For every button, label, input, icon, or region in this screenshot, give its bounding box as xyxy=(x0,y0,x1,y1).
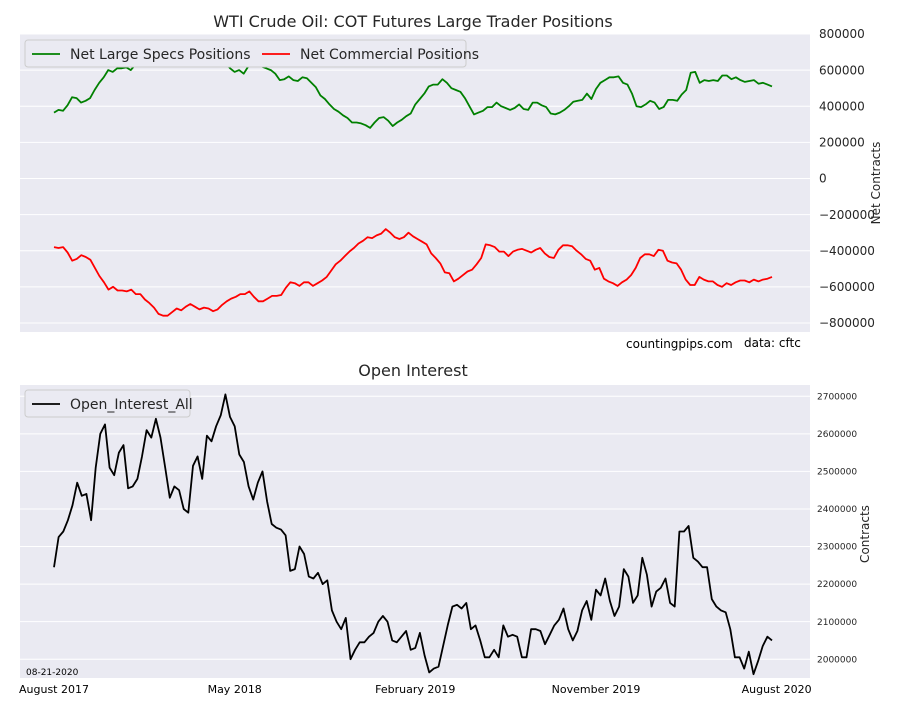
open-interest-y-tick-label: 2100000 xyxy=(817,618,857,628)
open-interest-legend-box xyxy=(24,389,191,418)
open-interest-plot-area xyxy=(20,385,810,678)
x-axis-date-label: November 2019 xyxy=(552,683,641,696)
open-interest-legend: Open_Interest_All xyxy=(24,389,193,418)
positions-y-tick-label: 800000 xyxy=(819,27,865,41)
open-interest-y-axis: 2000000 2100000 2200000 2300000 2400000 25000… xyxy=(817,392,857,665)
positions-series-line-1 xyxy=(53,228,773,317)
open-interest-y-axis-label: Contracts xyxy=(858,505,872,563)
open-interest-y-tick-label: 2200000 xyxy=(817,580,857,590)
data-source-annotation: data: cftc xyxy=(744,336,801,350)
positions-y-tick-label: 400000 xyxy=(819,99,865,113)
source-site-annotation: countingpips.com xyxy=(626,337,733,351)
x-axis-date-label: August 2017 xyxy=(19,683,89,696)
positions-plot-area xyxy=(20,34,810,332)
open-interest-y-tick-label: 2000000 xyxy=(817,655,857,665)
positions-y-tick-label: −200000 xyxy=(819,208,875,222)
open-interest-panel: Open Interest 2000000 2100000 2200000 23000… xyxy=(19,361,872,696)
open-interest-y-tick-label: 2600000 xyxy=(817,430,857,440)
x-axis-date-label: February 2019 xyxy=(375,683,455,696)
x-axis-date-label: August 2020 xyxy=(742,683,812,696)
legend-label-commercial: Net Commercial Positions xyxy=(300,47,479,63)
positions-y-tick-label: −800000 xyxy=(819,316,875,330)
positions-panel: WTI Crude Oil: COT Futures Large Trader … xyxy=(20,12,883,351)
positions-y-axis: 800000 600000 400000 200000 0 −200000 −400000 −… xyxy=(819,27,875,330)
x-axis-date-label: May 2018 xyxy=(208,683,262,696)
open-interest-y-tick-label: 2300000 xyxy=(817,543,857,553)
legend-label-open-interest: Open_Interest_All xyxy=(70,397,193,413)
open-interest-y-tick-label: 2400000 xyxy=(817,505,857,515)
positions-y-tick-label: 200000 xyxy=(819,136,865,150)
open-interest-series-line-0 xyxy=(53,393,773,676)
positions-y-tick-label: 0 xyxy=(819,172,827,186)
positions-y-tick-label: −400000 xyxy=(819,244,875,258)
legend-label-large-specs: Net Large Specs Positions xyxy=(70,47,251,63)
open-interest-y-tick-label: 2700000 xyxy=(817,392,857,402)
positions-y-tick-label: 600000 xyxy=(819,63,865,77)
positions-y-tick-label: −600000 xyxy=(819,280,875,294)
open-interest-y-tick-label: 2500000 xyxy=(817,468,857,478)
positions-legend-box xyxy=(24,39,467,68)
x-axis-date-labels: August 2017 May 2018 February 2019 November… xyxy=(19,683,812,696)
positions-chart-title: WTI Crude Oil: COT Futures Large Trader … xyxy=(213,12,613,31)
positions-y-axis-label: Net Contracts xyxy=(869,142,883,225)
positions-legend: Net Large Specs Positions Net Commercial… xyxy=(24,39,479,68)
open-interest-series-lines xyxy=(53,393,773,676)
open-interest-chart-title: Open Interest xyxy=(358,361,467,380)
report-date-label: 08-21-2020 xyxy=(26,668,79,678)
